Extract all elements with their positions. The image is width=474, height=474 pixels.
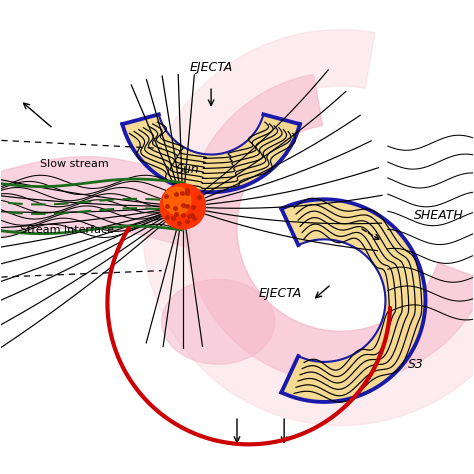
Polygon shape (143, 30, 474, 426)
Text: EJECTA: EJECTA (258, 287, 301, 300)
Text: Sun: Sun (176, 163, 200, 176)
Circle shape (160, 184, 205, 229)
Text: SHEATH: SHEATH (413, 210, 463, 222)
Text: EJECTA: EJECTA (190, 62, 233, 74)
Polygon shape (122, 114, 300, 192)
Polygon shape (282, 199, 426, 402)
Polygon shape (185, 74, 474, 383)
Polygon shape (162, 279, 275, 364)
Text: Slow stream: Slow stream (40, 159, 109, 169)
Text: S3: S3 (408, 358, 424, 371)
Circle shape (164, 187, 191, 214)
Polygon shape (1, 156, 190, 248)
Text: Stream interface: Stream interface (20, 225, 114, 235)
